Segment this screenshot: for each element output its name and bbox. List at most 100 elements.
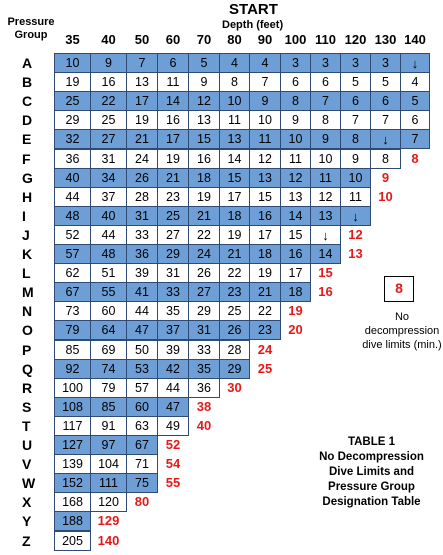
ndl-cell: 12 bbox=[348, 226, 363, 242]
depth-header-140: 140 bbox=[404, 32, 426, 47]
table-cell: 6 bbox=[400, 110, 430, 131]
table-cell: 29 bbox=[157, 244, 189, 265]
table-cell: 26 bbox=[126, 167, 158, 188]
table-cell: 19 bbox=[157, 148, 189, 169]
depth-header-60: 60 bbox=[165, 32, 181, 47]
table-cell: 69 bbox=[90, 339, 127, 360]
table-caption: TABLE 1 No Decompression Dive Limits and… bbox=[300, 435, 443, 510]
pressure-group-v: V bbox=[22, 456, 32, 473]
pressure-group-e: E bbox=[22, 131, 32, 148]
table-cell: 60 bbox=[90, 301, 127, 322]
table-cell: 9 bbox=[188, 72, 220, 93]
ndl-cell: 30 bbox=[227, 379, 242, 395]
table-cell: 6 bbox=[370, 91, 401, 112]
pressure-group-label-line-2: Group bbox=[14, 29, 48, 41]
table-cell: 13 bbox=[188, 110, 220, 131]
pressure-group-c: C bbox=[22, 93, 33, 110]
table-cell: 5 bbox=[340, 72, 371, 93]
table-cell: 6 bbox=[340, 91, 371, 112]
table-cell: 16 bbox=[90, 72, 127, 93]
pressure-group-z: Z bbox=[22, 532, 31, 549]
arrow-down-icon: ↓ bbox=[310, 224, 341, 245]
table-cell: 41 bbox=[126, 282, 158, 303]
table-cell: 3 bbox=[280, 53, 311, 74]
table-cell: 4 bbox=[219, 53, 250, 74]
table-caption-line-2: No Decompression bbox=[319, 451, 424, 463]
table-cell: 9 bbox=[249, 91, 281, 112]
table-cell: 40 bbox=[54, 167, 91, 188]
table-cell: 27 bbox=[157, 224, 189, 245]
table-cell: 21 bbox=[126, 129, 158, 150]
ndl-cell: 80 bbox=[134, 494, 150, 510]
table-cell: 22 bbox=[249, 301, 281, 322]
table-cell: 25 bbox=[219, 301, 250, 322]
table-cell: 19 bbox=[54, 72, 91, 93]
table-cell: 48 bbox=[54, 205, 91, 226]
table-cell: 36 bbox=[126, 244, 158, 265]
table-cell: 23 bbox=[157, 186, 189, 207]
table-cell: 22 bbox=[90, 91, 127, 112]
table-cell: 60 bbox=[126, 396, 158, 417]
pressure-group-a: A bbox=[22, 55, 33, 71]
table-cell: 6 bbox=[310, 72, 341, 93]
pressure-group-d: D bbox=[22, 112, 33, 129]
table-cell: 19 bbox=[188, 186, 220, 207]
table-cell: 10 bbox=[310, 148, 341, 169]
ndl-cell: 24 bbox=[257, 341, 273, 357]
table-cell: 25 bbox=[54, 91, 91, 112]
table-cell: 39 bbox=[126, 263, 158, 284]
table-cell: 23 bbox=[249, 320, 281, 341]
ndl-cell: 13 bbox=[348, 246, 363, 261]
table-cell: 47 bbox=[157, 396, 189, 417]
pressure-group-f: F bbox=[22, 150, 31, 167]
depth-header-70: 70 bbox=[196, 32, 212, 47]
table-cell: 24 bbox=[126, 148, 158, 169]
pressure-group-p: P bbox=[22, 341, 32, 358]
table-cell: 127 bbox=[54, 435, 91, 456]
table-cell: 48 bbox=[90, 244, 127, 265]
table-cell: 4 bbox=[249, 53, 281, 74]
ndl-cell: 19 bbox=[288, 303, 303, 319]
table-cell: 19 bbox=[249, 263, 281, 284]
table-cell: 27 bbox=[90, 129, 127, 150]
table-cell: 73 bbox=[54, 301, 91, 322]
table-cell: 10 bbox=[280, 129, 311, 150]
table-cell: 8 bbox=[370, 148, 401, 169]
table-cell: 21 bbox=[157, 167, 189, 188]
pressure-group-label-line-1: Pressure bbox=[7, 16, 55, 28]
table-cell: 52 bbox=[54, 224, 91, 245]
table-cell: 104 bbox=[90, 454, 127, 475]
pressure-group-t: T bbox=[22, 417, 31, 434]
pressure-group-j: J bbox=[22, 226, 30, 243]
table-cell: 35 bbox=[188, 358, 220, 379]
table-cell: 12 bbox=[249, 148, 281, 169]
table-cell: 37 bbox=[157, 320, 189, 341]
legend-sample-box: 8 bbox=[384, 276, 414, 302]
table-cell: 28 bbox=[219, 339, 250, 360]
pressure-group-q: Q bbox=[22, 360, 33, 377]
table-cell: 17 bbox=[157, 129, 189, 150]
depth-header-35: 35 bbox=[65, 32, 80, 47]
table-cell: 16 bbox=[249, 205, 281, 226]
pressure-group-h: H bbox=[22, 188, 33, 205]
table-cell: 31 bbox=[188, 320, 220, 341]
table-cell: 11 bbox=[340, 186, 371, 207]
table-cell: 7 bbox=[249, 72, 281, 93]
table-cell: 18 bbox=[188, 167, 220, 188]
pressure-group-m: M bbox=[22, 284, 34, 301]
table-cell: 10 bbox=[340, 167, 371, 188]
pressure-group-x: X bbox=[22, 494, 32, 511]
pressure-group-b: B bbox=[22, 74, 33, 91]
table-cell: 15 bbox=[219, 167, 250, 188]
table-cell: 18 bbox=[219, 205, 250, 226]
table-cell: 8 bbox=[340, 129, 371, 150]
table-cell: 4 bbox=[400, 72, 430, 93]
table-cell: 23 bbox=[219, 282, 250, 303]
table-cell: 13 bbox=[219, 129, 250, 150]
table-cell: 9 bbox=[280, 110, 311, 131]
depth-header-130: 130 bbox=[374, 32, 397, 47]
ndl-cell: 10 bbox=[378, 188, 393, 204]
pressure-group-i: I bbox=[22, 207, 26, 224]
table-cell: 168 bbox=[54, 492, 91, 513]
table-cell: 7 bbox=[340, 110, 371, 131]
